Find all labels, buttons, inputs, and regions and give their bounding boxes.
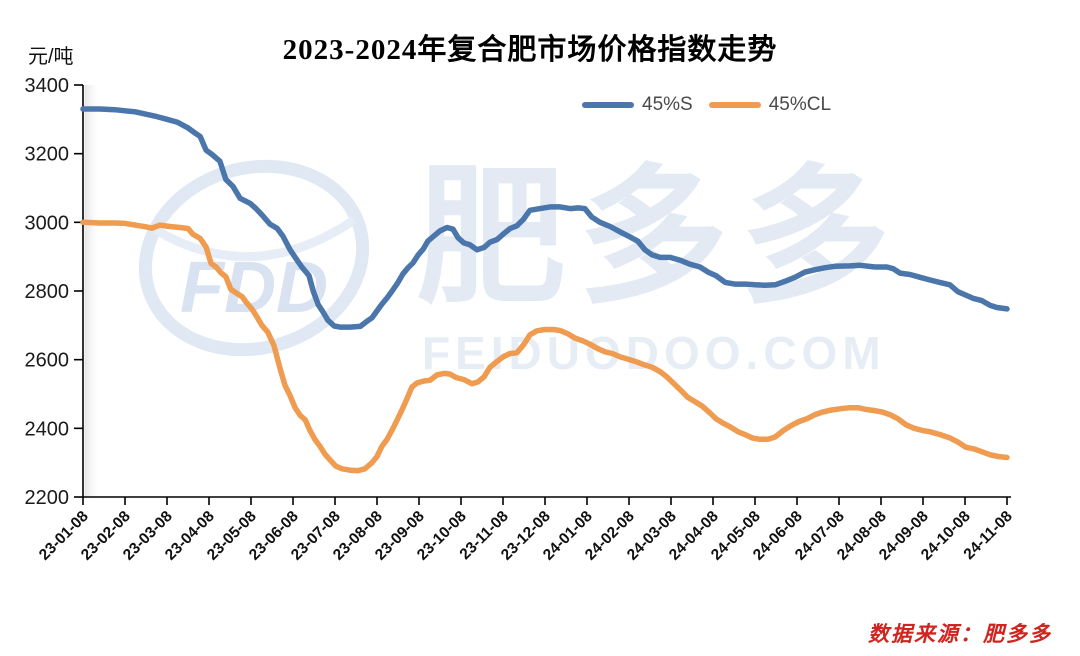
legend-swatch-45s: [582, 102, 634, 108]
y-tick-label: 3400: [25, 75, 70, 97]
chart-title: 2023-2024年复合肥市场价格指数走势: [282, 34, 778, 66]
y-tick-label: 2400: [25, 418, 70, 440]
source-note: 数据来源：肥多多: [868, 622, 1052, 646]
y-tick-label: 3000: [25, 212, 70, 234]
chart-legend: 45%S 45%CL: [582, 94, 847, 116]
axis-lines: [82, 85, 1011, 498]
series-45cl-line: [80, 219, 1010, 474]
plot-edge-shade: [84, 85, 102, 497]
brand-watermark: 肥多多: [416, 153, 903, 321]
y-tick-label: 2200: [25, 487, 70, 509]
y-tick-label: 3200: [25, 144, 70, 166]
series-45s-line: [80, 106, 1010, 330]
legend-item-45s: 45%S: [582, 94, 693, 116]
legend-item-45cl: 45%CL: [708, 94, 832, 116]
legend-label-45s: 45%S: [642, 94, 693, 115]
y-axis-unit-label: 元/吨: [28, 46, 74, 68]
y-tick-label: 2800: [25, 281, 70, 303]
legend-label-45cl: 45%CL: [768, 94, 832, 115]
legend-swatch-45cl: [708, 102, 761, 108]
y-tick-label: 2600: [25, 350, 70, 372]
